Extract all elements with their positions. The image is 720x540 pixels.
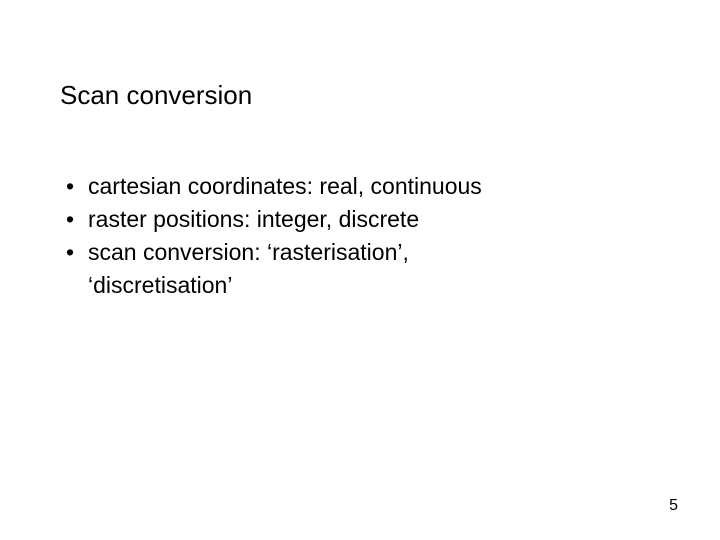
page-number: 5	[669, 497, 678, 515]
bullet-list: cartesian coordinates: real, continuous …	[60, 171, 660, 301]
bullet-item: raster positions: integer, discrete	[64, 204, 660, 235]
slide-container: Scan conversion cartesian coordinates: r…	[0, 0, 720, 540]
slide-title: Scan conversion	[60, 80, 660, 111]
bullet-item: cartesian coordinates: real, continuous	[64, 171, 660, 202]
bullet-continuation: ‘discretisation’	[64, 270, 660, 301]
bullet-item: scan conversion: ‘rasterisation’,	[64, 237, 660, 268]
